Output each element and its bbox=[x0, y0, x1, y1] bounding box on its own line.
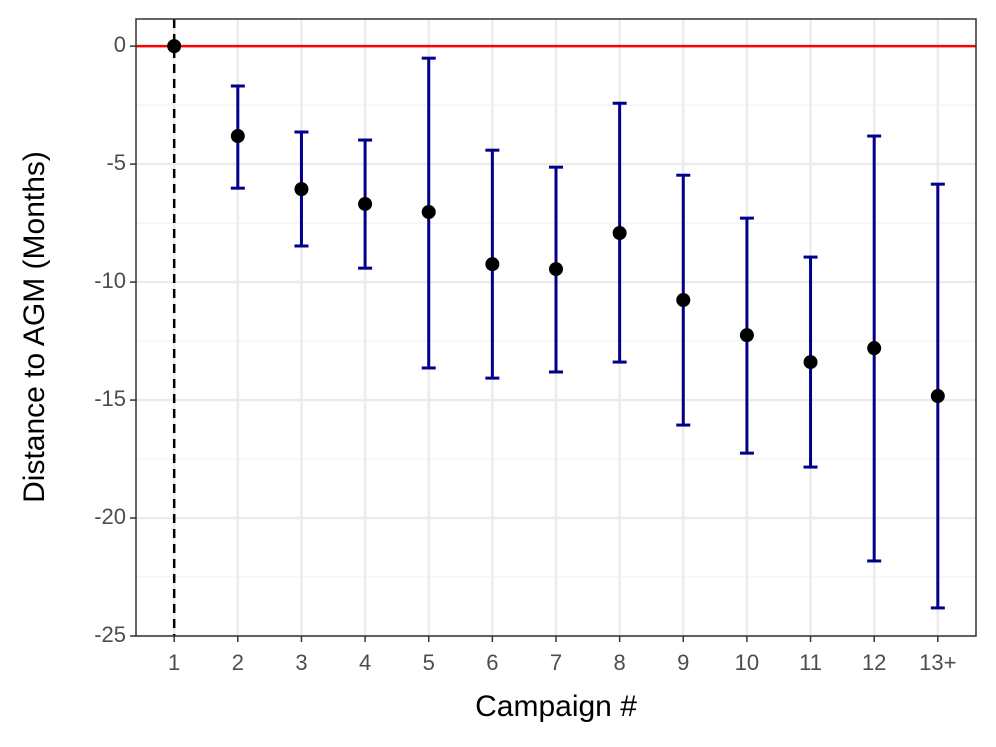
point bbox=[676, 293, 691, 308]
point bbox=[485, 257, 500, 272]
y-tick-label: -25 bbox=[94, 622, 126, 647]
point bbox=[358, 196, 373, 211]
panel-border bbox=[135, 18, 977, 637]
y-tick-label: -15 bbox=[94, 386, 126, 411]
point bbox=[612, 226, 627, 241]
x-tick-label: 9 bbox=[677, 650, 689, 675]
x-tick-label: 4 bbox=[359, 650, 371, 675]
x-tick-label: 5 bbox=[423, 650, 435, 675]
y-axis-title: Distance to AGM (Months) bbox=[18, 151, 51, 503]
point bbox=[421, 205, 436, 220]
point bbox=[930, 389, 945, 404]
x-tick-label: 13+ bbox=[919, 650, 956, 675]
point bbox=[294, 182, 309, 197]
x-tick-label: 2 bbox=[232, 650, 244, 675]
y-tick-label: -20 bbox=[94, 504, 126, 529]
x-tick-label: 1 bbox=[168, 650, 180, 675]
point bbox=[230, 129, 245, 144]
point bbox=[867, 341, 882, 356]
x-tick-label: 10 bbox=[735, 650, 759, 675]
point bbox=[803, 355, 818, 370]
y-tick-label: -5 bbox=[106, 150, 126, 175]
point bbox=[549, 262, 563, 277]
x-tick-label: 3 bbox=[295, 650, 307, 675]
point bbox=[167, 39, 182, 54]
x-tick-label: 11 bbox=[799, 650, 822, 675]
x-tick-label: 12 bbox=[862, 650, 886, 675]
x-tick-label: 6 bbox=[486, 650, 498, 675]
point bbox=[739, 328, 754, 343]
y-tick-label: -10 bbox=[94, 268, 126, 293]
x-axis-title: Campaign # bbox=[475, 690, 637, 723]
y-tick-label: 0 bbox=[114, 32, 126, 57]
x-tick-label: 8 bbox=[614, 650, 626, 675]
x-tick-label: 7 bbox=[550, 650, 562, 675]
